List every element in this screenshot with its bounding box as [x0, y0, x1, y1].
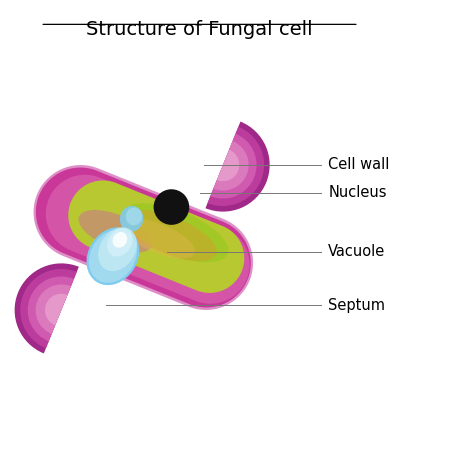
- Ellipse shape: [123, 203, 228, 262]
- Wedge shape: [210, 133, 256, 199]
- Text: Vacuole: Vacuole: [328, 244, 385, 259]
- Ellipse shape: [126, 208, 142, 225]
- Ellipse shape: [89, 229, 137, 283]
- Ellipse shape: [79, 210, 153, 253]
- Ellipse shape: [120, 206, 143, 232]
- Wedge shape: [27, 276, 74, 342]
- Wedge shape: [15, 263, 79, 353]
- Ellipse shape: [122, 209, 217, 261]
- Ellipse shape: [98, 227, 137, 271]
- Wedge shape: [20, 269, 77, 348]
- Ellipse shape: [86, 228, 139, 285]
- Circle shape: [154, 189, 189, 225]
- Ellipse shape: [121, 218, 195, 258]
- Text: Septum: Septum: [328, 298, 385, 313]
- Wedge shape: [213, 141, 249, 190]
- Wedge shape: [45, 294, 67, 325]
- Wedge shape: [208, 127, 264, 206]
- Polygon shape: [34, 165, 253, 310]
- Text: Structure of Fungal cell: Structure of Fungal cell: [86, 19, 313, 38]
- Polygon shape: [36, 168, 251, 307]
- Ellipse shape: [112, 232, 127, 248]
- Wedge shape: [36, 285, 71, 334]
- Polygon shape: [46, 175, 249, 304]
- Ellipse shape: [107, 228, 133, 256]
- Text: Nucleus: Nucleus: [328, 186, 387, 200]
- Wedge shape: [205, 122, 270, 212]
- Text: Cell wall: Cell wall: [328, 157, 390, 172]
- Polygon shape: [68, 180, 244, 293]
- Wedge shape: [217, 150, 239, 181]
